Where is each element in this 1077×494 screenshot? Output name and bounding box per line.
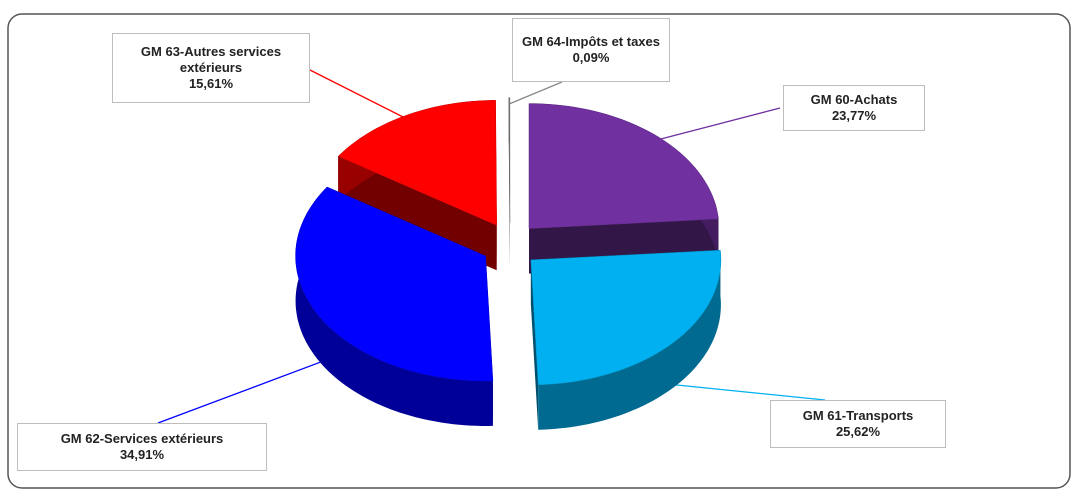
label-value: 0,09%	[572, 50, 610, 65]
leader-line	[665, 383, 826, 401]
slice-side	[538, 250, 721, 430]
leader-line	[509, 81, 563, 105]
label-name: GM 61-Transports	[802, 408, 914, 423]
label-value: 25,62%	[835, 424, 881, 439]
label-name: GM 60-Achats	[810, 92, 898, 107]
slice-top	[295, 186, 494, 382]
slice-top	[508, 97, 511, 223]
leader-line	[157, 358, 329, 424]
label-name: GM 64-Impôts et taxes	[522, 34, 660, 49]
data-label: GM 60-Achats 23,77%	[783, 85, 925, 131]
data-label: GM 63-Autres services extérieurs 15,61%	[112, 33, 310, 103]
label-name: GM 63-Autres services extérieurs	[140, 44, 282, 75]
slice-side	[530, 259, 539, 430]
slice-side	[338, 156, 497, 271]
label-value: 34,91%	[119, 447, 165, 462]
leader-line	[309, 69, 412, 122]
label-value: 15,61%	[188, 76, 234, 91]
data-label: GM 61-Transports 25,62%	[770, 400, 946, 448]
leader-line	[651, 107, 781, 143]
slice	[337, 100, 497, 271]
slice-top	[530, 249, 722, 386]
data-label: GM 64-Impôts et taxes 0,09%	[512, 18, 670, 82]
slice	[530, 249, 722, 430]
label-value: 23,77%	[831, 108, 877, 123]
slice	[295, 186, 494, 426]
data-label: GM 62-Services extérieurs 34,91%	[17, 423, 267, 471]
slice-top	[337, 100, 497, 226]
slice-side	[295, 187, 493, 426]
slice-top	[528, 103, 719, 229]
slice	[508, 97, 511, 268]
label-name: GM 62-Services extérieurs	[60, 431, 224, 446]
